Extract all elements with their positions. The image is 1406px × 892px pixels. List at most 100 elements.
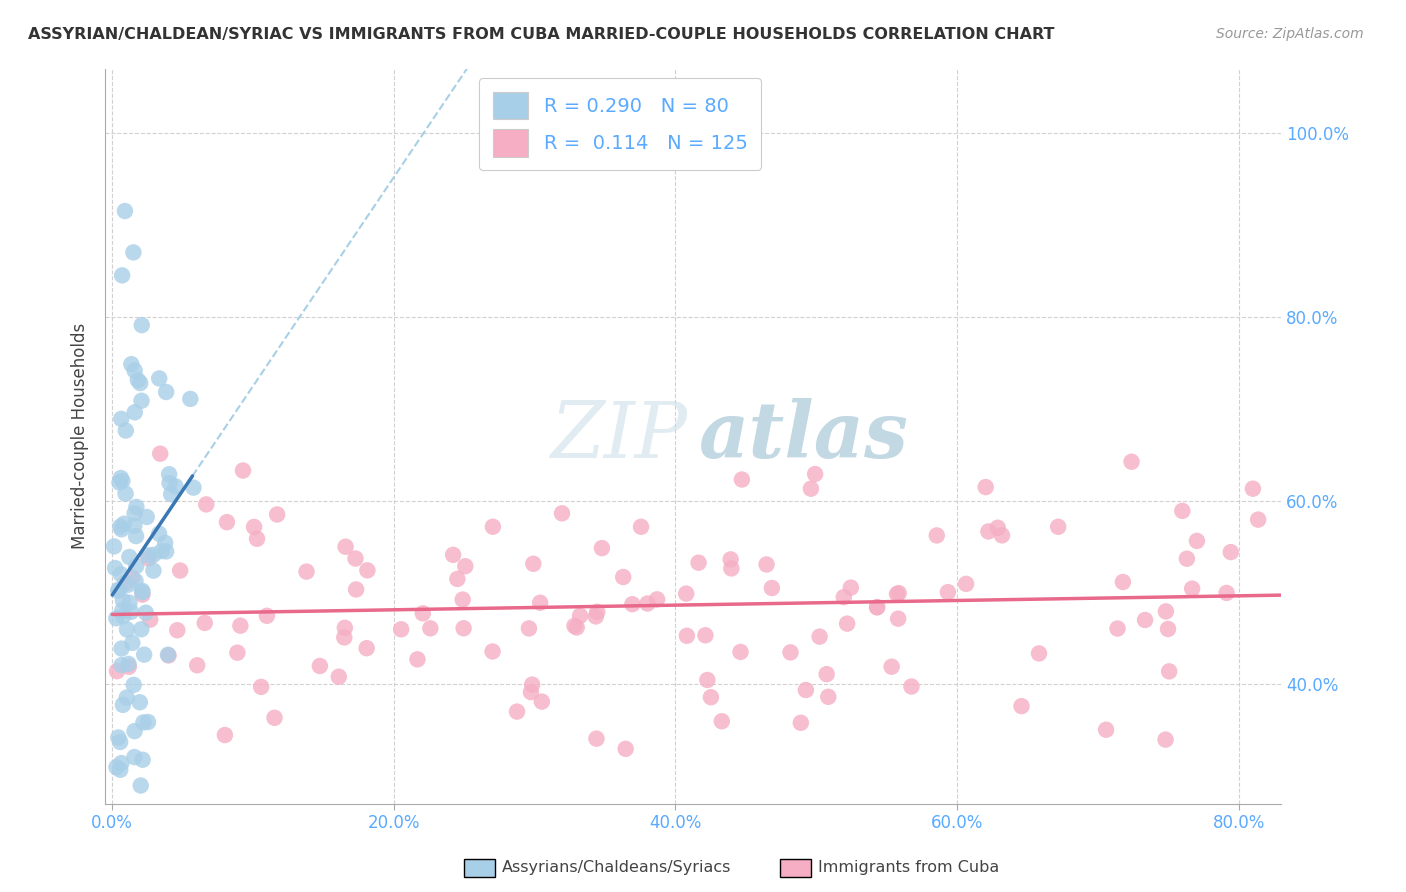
Point (157, 467, 180, 482)
Point (166, 624, 188, 638)
Point (700, 690, 723, 705)
Point (800, 482, 823, 496)
Point (441, 548, 464, 562)
Point (886, 587, 908, 601)
Point (131, 622, 153, 636)
Point (110, 412, 132, 426)
Legend: R = 0.290   N = 80, R =  0.114   N = 125: R = 0.290 N = 80, R = 0.114 N = 125 (479, 78, 761, 170)
Point (124, 363, 146, 377)
Point (110, 763, 132, 777)
Point (107, 583, 129, 598)
Text: Immigrants from Cuba: Immigrants from Cuba (818, 860, 1000, 874)
Point (155, 544, 177, 558)
Point (808, 630, 831, 644)
Point (866, 600, 889, 615)
Point (419, 621, 441, 635)
Point (105, 760, 128, 774)
Point (120, 605, 142, 619)
Point (936, 585, 959, 599)
Point (132, 715, 155, 730)
Point (136, 549, 159, 563)
Point (122, 678, 145, 692)
Point (194, 615, 217, 630)
Point (131, 583, 153, 598)
Point (128, 695, 150, 709)
Text: Source: ZipAtlas.com: Source: ZipAtlas.com (1216, 27, 1364, 41)
Point (453, 621, 475, 635)
Point (1154, 732, 1177, 747)
Point (356, 641, 378, 656)
Point (107, 731, 129, 745)
Point (139, 613, 162, 627)
Point (887, 586, 910, 600)
Point (125, 559, 148, 574)
Point (696, 673, 718, 687)
Point (125, 529, 148, 543)
Point (333, 621, 356, 635)
Point (111, 609, 134, 624)
Point (991, 528, 1014, 542)
Point (111, 268, 134, 283)
Point (131, 753, 153, 767)
Point (335, 540, 357, 554)
Point (569, 608, 592, 623)
Point (110, 756, 132, 771)
Text: ZIP: ZIP (550, 398, 688, 475)
Point (794, 683, 817, 698)
Point (900, 680, 922, 694)
Point (564, 619, 586, 633)
Point (169, 564, 191, 578)
Point (124, 518, 146, 533)
Point (160, 487, 183, 501)
Point (1095, 723, 1118, 737)
Point (621, 597, 644, 611)
Point (755, 558, 778, 572)
Point (226, 646, 249, 660)
Point (138, 551, 160, 566)
Point (114, 576, 136, 591)
Point (839, 581, 862, 595)
Point (136, 714, 159, 729)
Point (105, 664, 128, 678)
Point (124, 750, 146, 764)
Point (790, 715, 813, 730)
Point (688, 556, 710, 570)
Point (1011, 699, 1033, 714)
Text: ASSYRIAN/CHALDEAN/SYRIAC VS IMMIGRANTS FROM CUBA MARRIED-COUPLE HOUSEHOLDS CORRE: ASSYRIAN/CHALDEAN/SYRIAC VS IMMIGRANTS F… (28, 27, 1054, 42)
Point (520, 685, 543, 699)
Point (720, 561, 742, 575)
Point (121, 636, 143, 650)
Point (195, 497, 218, 511)
Point (695, 628, 717, 642)
Point (122, 245, 145, 260)
Point (110, 658, 132, 673)
Point (977, 524, 1000, 539)
Point (131, 393, 153, 408)
Point (124, 506, 146, 520)
Point (730, 645, 752, 659)
Point (815, 667, 838, 681)
Point (779, 645, 801, 659)
Point (131, 588, 153, 602)
Point (114, 486, 136, 500)
Point (111, 593, 134, 607)
Text: atlas: atlas (699, 398, 908, 475)
Point (110, 641, 132, 656)
Point (731, 473, 754, 487)
Point (110, 471, 132, 485)
Point (987, 521, 1010, 535)
Point (129, 376, 152, 390)
Point (585, 609, 607, 624)
Point (105, 611, 128, 625)
Point (121, 571, 143, 585)
Point (111, 698, 134, 712)
Point (328, 670, 350, 684)
Point (148, 371, 170, 385)
Point (482, 520, 505, 534)
Point (111, 603, 134, 617)
Point (356, 563, 378, 577)
Point (832, 590, 855, 604)
Point (1219, 545, 1241, 559)
Point (1157, 622, 1180, 636)
Point (837, 616, 859, 631)
